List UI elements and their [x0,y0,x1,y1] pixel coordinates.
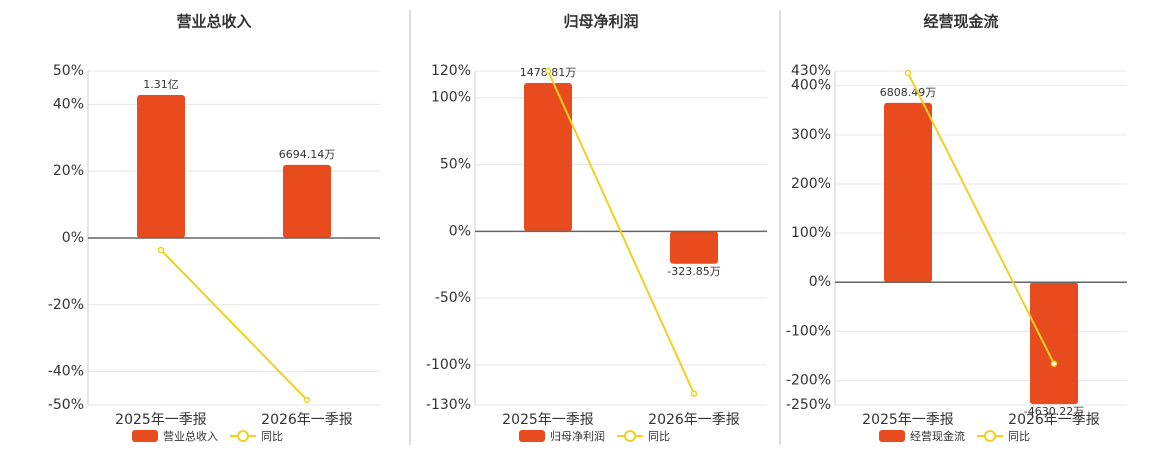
x-tick-label: 2026年一季报 [1008,412,1100,428]
y-tick-label: 40% [53,96,84,112]
point [904,69,912,77]
y-tick-label: -20% [48,297,84,313]
legend-swatch [237,430,249,442]
y-tick-label: 300% [791,127,831,143]
y-tick-label: 100% [431,90,471,106]
legend-label: 同比 [648,430,670,443]
x-tick-label: 2026年一季报 [648,412,740,428]
y-tick-label: 20% [53,163,84,179]
bar [524,83,572,232]
line [907,72,1055,365]
y-tick-label: 0% [62,230,84,246]
bar [283,164,331,238]
legend-label: 归母净利润 [550,429,605,443]
y-tick-label: 400% [791,78,831,94]
y-tick-label: 200% [791,176,831,192]
legend-label: 同比 [1008,430,1030,443]
legend-label: 经营现金流 [910,429,965,443]
bar [1030,282,1078,405]
y-tick-label: 100% [791,225,831,241]
y-tick-label: -50% [435,290,471,306]
value-label: 1.31亿 [143,78,179,91]
point [303,396,311,404]
x-tick-label: 2026年一季报 [261,412,353,428]
y-tick-label: -40% [48,364,84,380]
legend-swatch [984,430,996,442]
chart-title: 营业总收入 [176,13,251,31]
y-tick-label: 50% [53,63,84,79]
legend-swatch [519,430,545,442]
y-tick-label: -130% [426,397,471,413]
point [544,67,552,75]
bar [670,231,718,264]
y-tick-label: 0% [809,274,831,290]
y-tick-label: 0% [449,223,471,239]
value-label: 6808.49万 [880,86,937,99]
line [160,249,308,401]
value-label: -323.85万 [667,265,720,278]
value-label: 6694.14万 [279,148,336,161]
y-tick-label: 50% [440,157,471,173]
value-label: -4630.22万 [1024,405,1084,418]
legend-label: 营业总收入 [163,429,218,443]
legend-swatch [624,430,636,442]
legend-swatch [879,430,905,442]
legend-swatch [132,430,158,442]
bar [884,102,932,283]
chart-title: 归母净利润 [563,13,638,31]
y-tick-label: -100% [426,357,471,373]
x-tick-label: 2025年一季报 [502,412,594,428]
x-tick-label: 2025年一季报 [862,412,954,428]
line [547,70,695,395]
y-tick-label: -200% [786,372,831,388]
y-tick-label: -100% [786,323,831,339]
bar [137,95,185,239]
y-tick-label: 120% [431,63,471,79]
point [157,246,165,254]
point [690,390,698,397]
y-tick-label: 430% [791,63,831,79]
legend-label: 同比 [261,430,283,443]
y-tick-label: -250% [786,397,831,413]
chart-title: 经营现金流 [923,13,998,31]
y-tick-label: -50% [48,397,84,413]
x-tick-label: 2025年一季报 [115,412,207,428]
point [1050,360,1058,367]
